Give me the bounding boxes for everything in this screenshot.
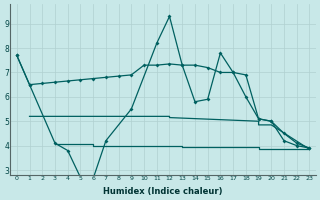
X-axis label: Humidex (Indice chaleur): Humidex (Indice chaleur) xyxy=(103,187,223,196)
